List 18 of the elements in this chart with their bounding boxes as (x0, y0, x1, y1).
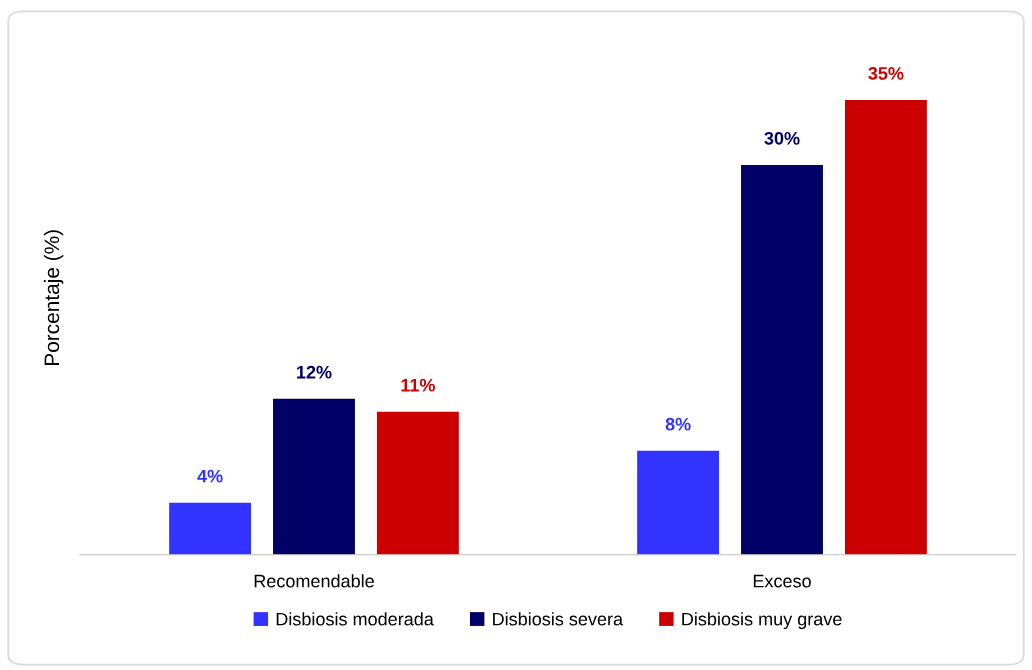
data-label: 35% (868, 66, 904, 80)
legend-label: Disbiosis severa (493, 612, 624, 626)
bar (637, 450, 720, 555)
legend-label: Disbiosis muy grave (682, 612, 842, 630)
bar (376, 411, 459, 555)
bar (273, 398, 355, 555)
y-axis-title: Porcentaje (%) (43, 230, 64, 365)
data-label: 8% (665, 417, 691, 431)
bar (844, 99, 927, 555)
data-label: 30% (764, 131, 800, 145)
legend-label: Disbiosis moderada (276, 612, 434, 626)
data-label: 4% (197, 469, 223, 483)
data-label: 11% (401, 378, 435, 392)
x-tick-label: Recomendable (254, 574, 374, 588)
x-tick-label: Exceso (753, 574, 811, 588)
bar (741, 164, 823, 555)
data-label: 12% (297, 365, 332, 379)
bar (169, 502, 252, 555)
